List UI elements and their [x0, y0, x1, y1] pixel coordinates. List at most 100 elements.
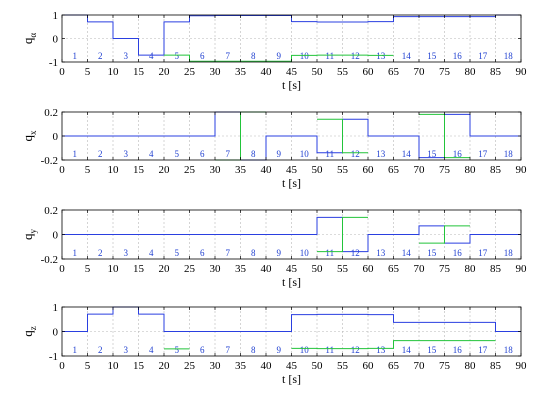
x-tick-label: 85	[490, 164, 502, 176]
x-tick-label: 65	[388, 263, 400, 275]
segment-label: 10	[300, 51, 310, 61]
segment-label: 18	[504, 345, 514, 355]
y-tick-label: 0.2	[44, 205, 58, 217]
x-tick-label: 0	[59, 164, 65, 176]
x-tick-label: 60	[363, 360, 375, 372]
chart-panel-3: 1 2 3 4 5 6 7 8 9 10 11 12 13 14 15 16 17 180 5 10 15 20 25 30 3…	[20, 205, 527, 289]
x-tick-label: 20	[159, 360, 171, 372]
segment-label: 15	[427, 51, 437, 61]
x-tick-label: 20	[159, 164, 171, 176]
series-line-1	[62, 14, 521, 56]
segment-label: 7	[226, 149, 231, 159]
x-tick-label: 80	[465, 66, 477, 78]
y-tick-label: 1	[53, 10, 59, 22]
x-tick-label: 30	[210, 263, 222, 275]
x-tick-label: 0	[59, 360, 65, 372]
x-tick-label: 5	[85, 263, 91, 275]
segment-label: 1	[73, 345, 78, 355]
y-tick-label: 0	[53, 34, 59, 46]
x-tick-label: 70	[414, 66, 426, 78]
segment-label: 16	[453, 149, 463, 159]
segment-label: 6	[200, 51, 205, 61]
x-tick-label: 40	[261, 66, 273, 78]
y-tick-label: -0.2	[41, 254, 58, 266]
segment-label: 17	[478, 51, 488, 61]
segment-label: 17	[478, 149, 488, 159]
y-tick-label: -1	[49, 351, 58, 363]
segment-label: 2	[98, 345, 103, 355]
x-tick-label: 90	[516, 164, 528, 176]
segment-label: 10	[300, 345, 310, 355]
x-tick-label: 15	[133, 66, 145, 78]
segment-label: 17	[478, 248, 488, 258]
segment-label: 7	[226, 248, 231, 258]
chart-panel-1: 1 2 3 4 5 6 7 8 9 10 11 12 13 14 15 16 17 180 5 10 15 20 25 30 3…	[20, 10, 527, 92]
x-axis-label: t [s]	[282, 372, 301, 386]
x-tick-label: 75	[439, 66, 451, 78]
series-line-1	[62, 306, 521, 332]
x-tick-label: 45	[286, 360, 298, 372]
x-tick-label: 45	[286, 263, 298, 275]
segment-label: 11	[325, 51, 334, 61]
segment-label: 11	[325, 248, 334, 258]
x-tick-label: 60	[363, 263, 375, 275]
x-tick-label: 20	[159, 66, 171, 78]
x-tick-label: 85	[490, 360, 502, 372]
x-tick-label: 65	[388, 164, 400, 176]
x-tick-label: 70	[414, 263, 426, 275]
segment-label: 15	[427, 345, 437, 355]
segment-label: 12	[351, 51, 360, 61]
segment-label: 13	[376, 345, 386, 355]
x-tick-label: 55	[337, 66, 349, 78]
segment-label: 14	[402, 51, 412, 61]
x-tick-label: 40	[261, 360, 273, 372]
segment-label: 15	[427, 149, 437, 159]
x-tick-label: 30	[210, 66, 222, 78]
x-axis-label: t [s]	[282, 275, 301, 289]
segment-label: 4	[149, 149, 154, 159]
x-tick-label: 20	[159, 263, 171, 275]
series-line-1	[62, 216, 521, 253]
y-axis-label: qα	[20, 33, 38, 45]
segment-label: 16	[453, 248, 463, 258]
x-tick-label: 50	[312, 360, 324, 372]
segment-label: 9	[277, 51, 282, 61]
segment-label: 12	[351, 345, 360, 355]
segment-label: 16	[453, 51, 463, 61]
segment-label: 3	[124, 345, 129, 355]
segment-label: 12	[351, 248, 360, 258]
x-tick-label: 15	[133, 263, 145, 275]
segment-label: 3	[124, 51, 129, 61]
x-tick-label: 40	[261, 263, 273, 275]
x-tick-label: 50	[312, 263, 324, 275]
x-tick-label: 10	[108, 66, 120, 78]
segment-label: 18	[504, 51, 514, 61]
segment-label: 7	[226, 345, 231, 355]
x-tick-label: 80	[465, 263, 477, 275]
segment-label: 15	[427, 248, 437, 258]
y-tick-label: -1	[49, 57, 58, 69]
x-tick-label: 85	[490, 66, 502, 78]
x-tick-label: 50	[312, 66, 324, 78]
y-tick-label: 0	[53, 230, 59, 242]
x-tick-label: 55	[337, 263, 349, 275]
segment-label: 18	[504, 149, 514, 159]
x-axis-label: t [s]	[282, 78, 301, 92]
x-tick-label: 5	[85, 360, 91, 372]
x-tick-label: 80	[465, 360, 477, 372]
x-tick-label: 15	[133, 360, 145, 372]
y-tick-label: 0.2	[44, 107, 58, 119]
segment-label: 2	[98, 149, 103, 159]
x-tick-label: 30	[210, 164, 222, 176]
segment-label: 18	[504, 248, 514, 258]
segment-label: 17	[478, 345, 488, 355]
segment-label: 3	[124, 248, 129, 258]
x-tick-label: 75	[439, 360, 451, 372]
series-line-2	[164, 340, 496, 350]
segment-label: 5	[175, 149, 180, 159]
y-tick-label: 1	[53, 302, 59, 314]
y-tick-label: 0	[53, 131, 59, 143]
y-axis-label: qz	[20, 326, 38, 337]
segment-label: 14	[402, 248, 412, 258]
